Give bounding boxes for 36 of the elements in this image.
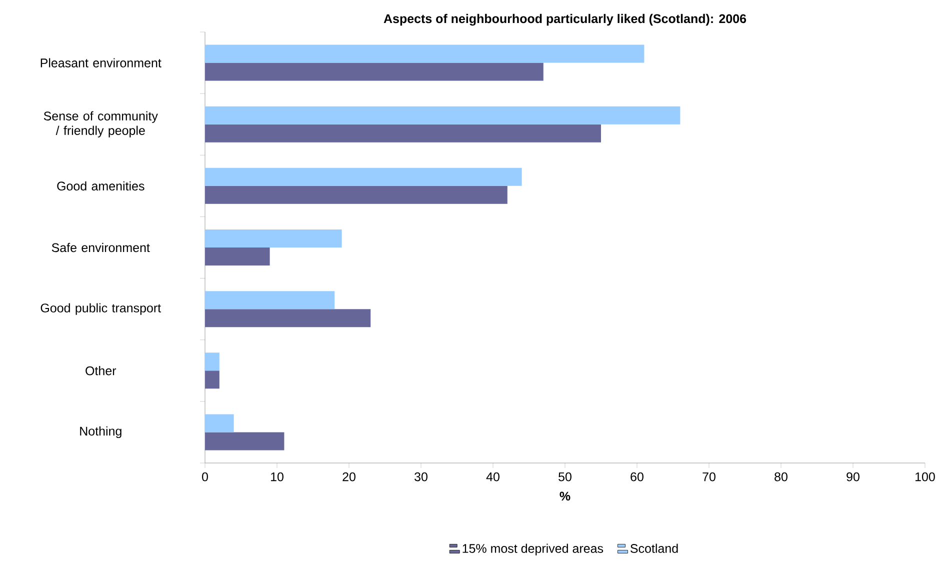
bar xyxy=(205,432,284,450)
x-tick-label: 90 xyxy=(846,472,860,482)
bar xyxy=(205,414,234,432)
x-tick-label: 60 xyxy=(630,472,644,482)
y-tick-label: Good public transport xyxy=(40,303,161,315)
x-tick-label: 100 xyxy=(916,472,935,482)
bar xyxy=(205,44,644,63)
chart-title: Aspects of neighbourhood particularly liked (Scotland): 2006 xyxy=(384,14,746,26)
y-tick-label: Sense of community / friendly people xyxy=(44,111,158,138)
bar xyxy=(205,230,342,248)
bar xyxy=(205,352,220,371)
legend-label: Scotland xyxy=(630,544,678,553)
x-tick-label: 70 xyxy=(702,472,716,482)
x-tick-label: 10 xyxy=(271,472,284,482)
x-tick-label: 80 xyxy=(774,472,788,482)
bar xyxy=(205,62,544,81)
bar xyxy=(205,370,220,389)
x-tick-label: 50 xyxy=(558,472,572,482)
y-tick-label: Other xyxy=(86,366,116,376)
bar xyxy=(205,124,601,142)
x-tick-label: 0 xyxy=(202,472,208,482)
y-tick-label: Safe environment xyxy=(52,242,150,252)
y-tick-label: Pleasant environment xyxy=(40,58,162,68)
x-axis-title: % xyxy=(560,492,570,501)
x-tick-label: 30 xyxy=(414,472,428,482)
bar xyxy=(205,248,270,266)
bar xyxy=(205,309,371,328)
bar xyxy=(205,106,680,124)
legend-label: 15% most deprived areas xyxy=(462,544,604,556)
bar xyxy=(205,168,522,186)
bar xyxy=(205,291,335,310)
y-tick-label: Good amenities xyxy=(57,181,144,191)
y-tick-label: Nothing xyxy=(80,426,122,438)
x-tick-label: 40 xyxy=(486,472,500,482)
bar xyxy=(205,186,508,204)
x-tick-label: 20 xyxy=(342,472,356,482)
